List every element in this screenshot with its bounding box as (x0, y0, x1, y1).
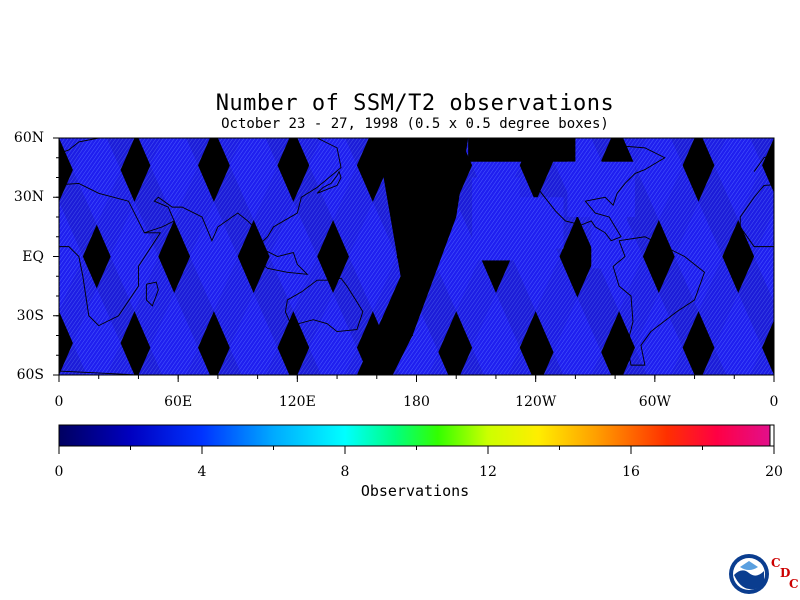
observation-swaths (59, 138, 774, 375)
coastline (247, 246, 309, 275)
cdc-letter-3: C (789, 577, 799, 591)
coastline (59, 138, 342, 248)
swath-patch (472, 177, 520, 261)
colorbar-end-white (769, 424, 775, 447)
lat-tick-label: 30N (13, 189, 44, 206)
lon-tick-label: 180 (403, 394, 430, 410)
swath-band (702, 210, 774, 375)
colorbar-tick-label: 20 (765, 464, 783, 480)
swath-patch (591, 217, 628, 269)
coastline (739, 184, 774, 248)
coastline (316, 170, 342, 194)
lon-tick-label: 120E (278, 394, 316, 410)
noaa-logo-icon (729, 554, 769, 594)
colorbar (58, 424, 775, 447)
lon-tick-label: 60E (164, 394, 193, 410)
coastline (59, 370, 238, 375)
colorbar-ticks (58, 446, 775, 454)
swath-patch (511, 197, 564, 249)
coastline (525, 138, 666, 242)
coastlines (59, 138, 774, 375)
swath-patch (567, 161, 635, 217)
lon-tick-label: 0 (54, 394, 64, 410)
colorbar-title: Observations (360, 482, 470, 500)
chart-subtitle: October 23 - 27, 1998 (0.5 x 0.5 degree … (221, 116, 609, 132)
lat-tick-label: 30S (16, 307, 44, 324)
cdc-letter-1: C (771, 556, 781, 570)
lon-tick-label: 120W (515, 394, 557, 410)
colorbar-tick-label: 0 (54, 464, 64, 480)
coastline (612, 236, 706, 366)
lat-tick-label: EQ (22, 248, 44, 265)
coastline (390, 325, 414, 348)
colorbar-tick-label: 4 (197, 464, 207, 480)
lon-ticks (58, 375, 775, 382)
data-gap (356, 138, 469, 375)
lat-tick-label: 60N (13, 130, 44, 146)
lon-tick-label: 0 (769, 394, 779, 410)
lat-ticks (53, 137, 59, 376)
lat-tick-label: 60S (16, 367, 44, 383)
cdc-letter-2: D (780, 566, 791, 580)
chart-title: Number of SSM/T2 observations (215, 91, 615, 116)
colorbar-tick-label: 8 (340, 464, 350, 480)
data-gap (468, 138, 576, 162)
swath-band (702, 138, 774, 303)
coastline (59, 182, 162, 327)
coastline (145, 281, 159, 307)
lon-tick-label: 60W (638, 394, 671, 410)
colorbar-tick-label: 16 (622, 464, 640, 480)
colorbar-tick-label: 12 (479, 464, 497, 480)
coastline (284, 277, 364, 333)
